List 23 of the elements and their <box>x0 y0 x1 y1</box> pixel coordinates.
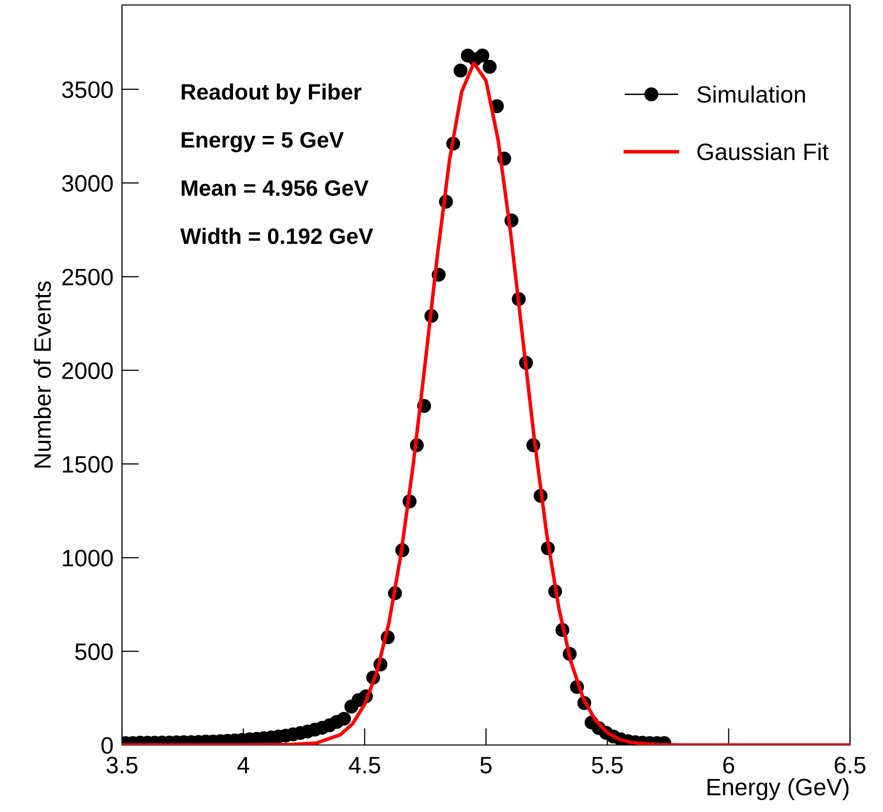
y-tick-label: 1500 <box>62 456 113 473</box>
y-tick-label: 3000 <box>62 175 113 192</box>
legend-label: Gaussian Fit <box>697 142 829 160</box>
x-tick-label: 4 <box>237 756 250 774</box>
y-tick-label: 2000 <box>62 362 113 380</box>
y-tick-label: 500 <box>75 643 113 660</box>
x-tick-label: 4.5 <box>348 756 380 774</box>
x-axis-title: Energy (GeV) <box>708 778 849 800</box>
annotation: Width = 0.192 GeV <box>180 228 374 244</box>
y-axis-title: Number of Events <box>34 281 51 468</box>
x-tick-label: 6 <box>723 756 734 774</box>
y-tick-label: 0 <box>101 737 113 754</box>
y-tick-label: 2500 <box>62 268 113 286</box>
y-tick-label: 1000 <box>62 550 113 566</box>
x-tick-label: 5 <box>480 756 492 774</box>
annotation: Energy = 5 GeV <box>182 132 344 152</box>
x-tick-label: 5.5 <box>592 756 623 774</box>
annotation: Mean = 4.956 GeV <box>182 180 368 196</box>
y-tick-label: 3500 <box>62 81 113 98</box>
x-tick-label: 3.5 <box>106 756 138 774</box>
legend-label: Simulation <box>697 85 805 103</box>
annotation: Readout by Fiber <box>182 83 362 104</box>
x-tick-label: 6.5 <box>834 756 866 774</box>
